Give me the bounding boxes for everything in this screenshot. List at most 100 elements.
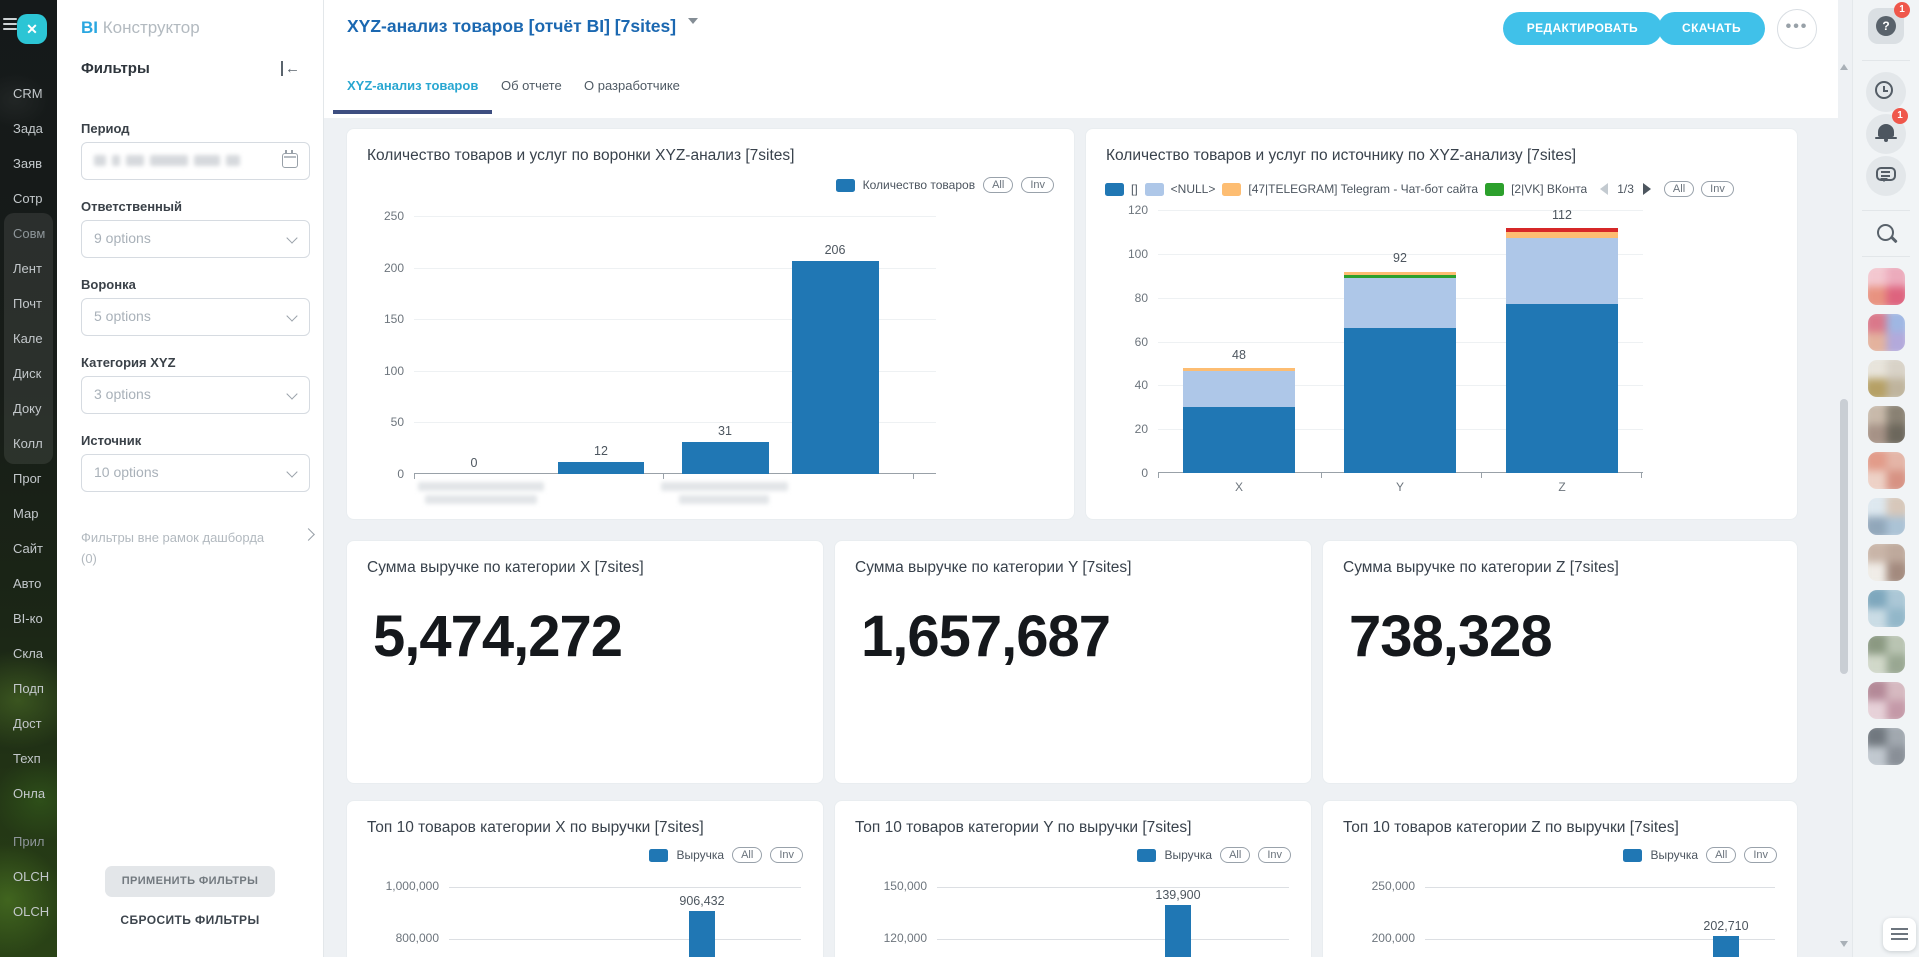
- legend-label[interactable]: <NULL>: [1170, 182, 1216, 196]
- apply-filters-button[interactable]: ПРИМЕНИТЬ ФИЛЬТРЫ: [105, 866, 275, 897]
- all-button[interactable]: All: [1663, 181, 1695, 197]
- avatar[interactable]: [1868, 636, 1905, 673]
- legend-label[interactable]: [47|TELEGRAM] Telegram - Чат-бот сайта: [1248, 182, 1479, 196]
- avatar[interactable]: [1868, 360, 1905, 397]
- legend-swatch[interactable]: [1144, 182, 1164, 196]
- sidebar-item-зада[interactable]: Зада: [13, 121, 43, 136]
- stack-segment[interactable]: [1506, 228, 1618, 232]
- sidebar-item-доку[interactable]: Доку: [13, 401, 42, 416]
- filter-select-responsible[interactable]: 9 options: [81, 220, 310, 258]
- filter-select-category[interactable]: 3 options: [81, 376, 310, 414]
- legend-label[interactable]: Выручка: [1164, 848, 1213, 862]
- legend-swatch[interactable]: [1485, 182, 1505, 196]
- stack-segment[interactable]: [1344, 278, 1456, 328]
- stack-segment[interactable]: [1506, 304, 1618, 473]
- sidebar-item-мар[interactable]: Мар: [13, 506, 39, 521]
- widget-list-button[interactable]: [1883, 918, 1916, 951]
- stack-segment[interactable]: [1183, 371, 1295, 407]
- stack-segment[interactable]: [1506, 231, 1618, 238]
- top-bar[interactable]: [689, 911, 715, 957]
- avatar[interactable]: [1868, 452, 1905, 489]
- avatar[interactable]: [1868, 268, 1905, 305]
- legend-swatch[interactable]: [1222, 182, 1242, 196]
- sidebar-item-заяв[interactable]: Заяв: [13, 156, 43, 171]
- filter-select-source[interactable]: 10 options: [81, 454, 310, 492]
- help-button[interactable]: ? 1: [1868, 2, 1910, 44]
- calendar-icon[interactable]: [282, 150, 298, 168]
- sidebar-item-совм[interactable]: Совм: [13, 226, 46, 241]
- legend-label[interactable]: Количество товаров: [862, 178, 976, 192]
- legend-swatch[interactable]: [1623, 848, 1643, 862]
- all-button[interactable]: All: [1706, 847, 1737, 863]
- stack-segment[interactable]: [1344, 328, 1456, 473]
- sidebar-item-лент[interactable]: Лент: [13, 261, 42, 276]
- sidebar-item-техп[interactable]: Техп: [13, 751, 41, 766]
- avatar[interactable]: [1868, 498, 1905, 535]
- sidebar-item-прил[interactable]: Прил: [0, 824, 57, 859]
- avatar[interactable]: [1868, 406, 1905, 443]
- vertical-scrollbar[interactable]: [1839, 56, 1850, 957]
- bar-206[interactable]: [791, 261, 879, 474]
- legend-next-page-icon[interactable]: [1642, 183, 1657, 195]
- stack-segment[interactable]: [1183, 368, 1295, 371]
- legend-label[interactable]: []: [1131, 182, 1138, 196]
- legend-label[interactable]: [2|VK] ВКонта: [1511, 182, 1588, 196]
- sidebar-item-почт[interactable]: Почт: [13, 296, 43, 311]
- avatar[interactable]: [1868, 682, 1905, 719]
- sidebar-item-подп[interactable]: Подп: [13, 681, 44, 696]
- all-button[interactable]: All: [1220, 847, 1251, 863]
- avatar[interactable]: [1868, 314, 1905, 351]
- sidebar-item-кале[interactable]: Кале: [13, 331, 43, 346]
- sidebar-item-диск[interactable]: Диск: [13, 366, 42, 381]
- filters-outside-dashboard[interactable]: Фильтры вне рамок дашборда (0): [81, 527, 315, 569]
- all-button[interactable]: All: [732, 847, 763, 863]
- top-bar[interactable]: [1165, 905, 1191, 957]
- top-bar[interactable]: [1713, 936, 1739, 957]
- sidebar-item-сайт[interactable]: Сайт: [13, 541, 43, 556]
- sidebar-item-сотр[interactable]: Сотр: [13, 191, 43, 206]
- inv-button[interactable]: Inv: [1701, 181, 1734, 197]
- tab-xyz-analysis[interactable]: XYZ-анализ товаров: [332, 78, 493, 114]
- collapse-filters-icon[interactable]: ←: [281, 60, 301, 78]
- legend-swatch[interactable]: [835, 178, 855, 192]
- report-title-dropdown[interactable]: XYZ-анализ товаров [отчёт BI] [7sites]: [347, 16, 699, 37]
- edit-button[interactable]: РЕДАКТИРОВАТЬ: [1502, 12, 1662, 45]
- sidebar-item-дост[interactable]: Дост: [13, 716, 42, 731]
- legend-label[interactable]: Выручка: [1650, 848, 1699, 862]
- messenger-button[interactable]: [1866, 156, 1906, 196]
- stack-segment[interactable]: [1344, 275, 1456, 278]
- legend-label[interactable]: Выручка: [676, 848, 725, 862]
- stack-segment[interactable]: [1344, 272, 1456, 275]
- scroll-up-arrow[interactable]: [1840, 60, 1848, 70]
- sidebar-item-колл[interactable]: Колл: [13, 436, 43, 451]
- avatar[interactable]: [1868, 728, 1905, 765]
- close-button[interactable]: ✕: [17, 14, 47, 44]
- more-options-button[interactable]: •••: [1777, 9, 1817, 49]
- legend-swatch[interactable]: [649, 848, 669, 862]
- sidebar-item-прог[interactable]: Прог: [13, 471, 42, 486]
- inv-button[interactable]: Inv: [1021, 177, 1054, 193]
- sidebar-item-авто[interactable]: Авто: [13, 576, 42, 591]
- scrollbar-thumb[interactable]: [1840, 399, 1848, 674]
- all-button[interactable]: All: [983, 177, 1014, 193]
- scroll-down-arrow[interactable]: [1840, 941, 1848, 951]
- bar-12[interactable]: [558, 462, 644, 474]
- tab-about-developer[interactable]: О разработчике: [584, 78, 680, 93]
- legend-prev-page-icon[interactable]: [1594, 183, 1609, 195]
- legend-swatch[interactable]: [1137, 848, 1157, 862]
- sidebar-item-bi-ко[interactable]: BI-ко: [13, 611, 43, 626]
- sidebar-item-olch[interactable]: OLCH: [13, 869, 50, 884]
- search-icon[interactable]: [1877, 224, 1894, 241]
- inv-button[interactable]: Inv: [1258, 847, 1291, 863]
- sidebar-item-crm[interactable]: CRM: [13, 86, 43, 101]
- tab-about-report[interactable]: Об отчете: [501, 78, 562, 93]
- notifications-button[interactable]: 1: [1866, 108, 1908, 154]
- bar-31[interactable]: [681, 442, 769, 474]
- avatar[interactable]: [1868, 544, 1905, 581]
- sidebar-item-скла[interactable]: Скла: [13, 646, 44, 661]
- sidebar-item-онла[interactable]: Онла: [13, 786, 46, 801]
- history-button[interactable]: [1866, 72, 1906, 112]
- stack-segment[interactable]: [1183, 407, 1295, 473]
- filter-select-funnel[interactable]: 5 options: [81, 298, 310, 336]
- period-input[interactable]: [81, 142, 310, 180]
